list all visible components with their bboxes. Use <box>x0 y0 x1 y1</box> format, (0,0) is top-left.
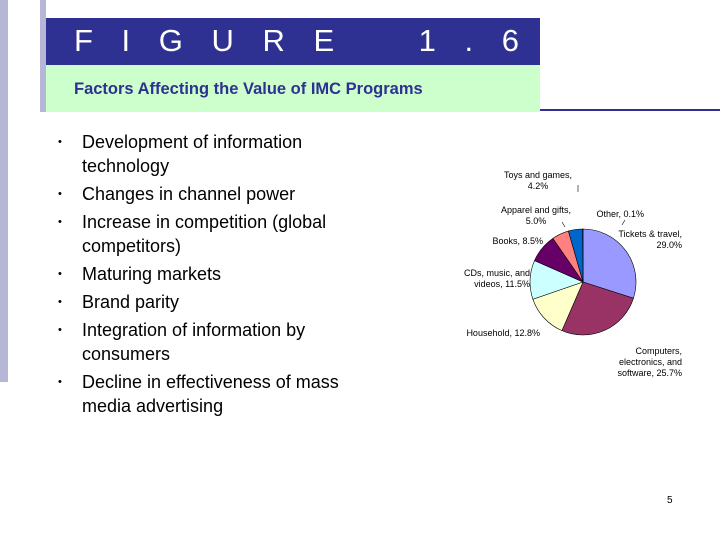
slice-label: Tickets & travel, 29.0% <box>618 229 682 250</box>
bullet-icon: • <box>58 188 62 200</box>
list-item-text: Brand parity <box>82 292 180 312</box>
slice-label: CDs, music, and videos, 11.5% <box>464 268 530 289</box>
list-item: • Decline in effectiveness of mass media … <box>52 370 352 418</box>
slice-label: Toys and games, 4.2% <box>504 170 572 191</box>
slice-label: Computers, electronics, and software, 25.7… <box>617 346 682 378</box>
subtitle-bar <box>46 65 540 112</box>
bullet-icon: • <box>58 296 62 308</box>
slice-label: Other, 0.1% <box>596 209 644 219</box>
list-item: • Brand parity <box>52 290 352 314</box>
title-bar <box>46 18 540 65</box>
leader-line <box>621 219 626 226</box>
slice-label: Books, 8.5% <box>492 236 543 246</box>
pie-slice <box>582 228 637 299</box>
leader-line <box>561 221 566 228</box>
slice-label: Apparel and gifts, 5.0% <box>501 205 571 226</box>
slice-label: Household, 12.8% <box>466 328 540 338</box>
left-accent-stripe <box>0 0 8 382</box>
bullet-icon: • <box>58 376 62 388</box>
factor-list: • Development of information technology •… <box>52 130 352 422</box>
list-item: • Integration of information by consumers <box>52 318 352 366</box>
list-item: • Changes in channel power <box>52 182 352 206</box>
pie-slice <box>561 281 634 336</box>
list-item-text: Increase in competition (global competit… <box>82 212 327 256</box>
page-number: 5 <box>667 495 673 506</box>
header-rule <box>540 109 720 111</box>
pie-chart: Tickets & travel, 29.0% Computers, electron… <box>464 170 682 378</box>
list-item: • Maturing markets <box>52 262 352 286</box>
list-item: • Development of information technology <box>52 130 352 178</box>
list-item: • Increase in competition (global competi… <box>52 210 352 258</box>
bullet-icon: • <box>58 268 62 280</box>
list-item-text: Decline in effectiveness of mass media a… <box>82 372 339 416</box>
bullet-icon: • <box>58 136 62 148</box>
list-item-text: Changes in channel power <box>82 184 296 204</box>
list-item-text: Maturing markets <box>82 264 222 284</box>
figure-title: F I G U R E 1 . 6 <box>74 23 529 58</box>
list-item-text: Development of information technology <box>82 132 303 176</box>
title-accent-stripe <box>40 0 46 112</box>
bullet-icon: • <box>58 216 62 228</box>
list-item-text: Integration of information by consumers <box>82 320 306 364</box>
bullet-icon: • <box>58 324 62 336</box>
slide-subtitle: Factors Affecting the Value of IMC Progr… <box>74 80 423 98</box>
